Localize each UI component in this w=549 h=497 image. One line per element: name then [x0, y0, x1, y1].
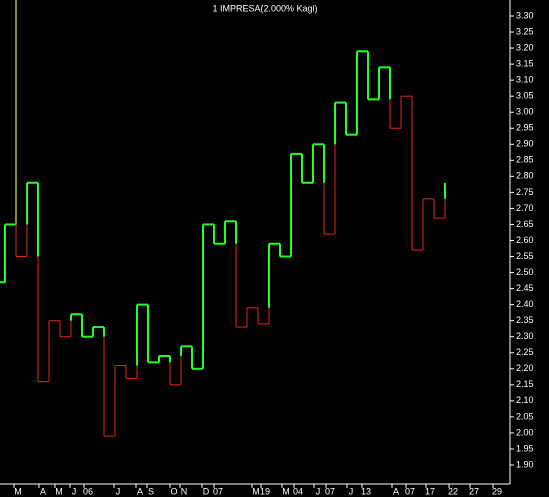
y-tick-label: 1.90 [516, 459, 534, 469]
y-tick-label: 2.35 [516, 315, 534, 325]
x-tick-label: J [116, 486, 121, 496]
x-tick-label: 06 [83, 486, 93, 496]
y-tick-label: 3.15 [516, 58, 534, 68]
x-tick-label: S [148, 486, 154, 496]
y-tick-label: 3.20 [516, 42, 534, 52]
x-tick-label: N [181, 486, 188, 496]
x-tick-label: D [203, 486, 210, 496]
y-tick-label: 2.70 [516, 203, 534, 213]
x-tick-label: 27 [469, 486, 479, 496]
x-tick-label: 29 [492, 486, 502, 496]
y-tick-label: 3.10 [516, 75, 534, 85]
y-tick-label: 3.25 [516, 26, 534, 36]
x-tick-label: M [282, 486, 290, 496]
x-tick-label: O [170, 486, 177, 496]
x-tick-label: 17 [425, 486, 435, 496]
y-tick-label: 2.55 [516, 251, 534, 261]
y-tick-label: 2.20 [516, 363, 534, 373]
y-tick-label: 2.95 [516, 123, 534, 133]
x-tick-label: J [349, 486, 354, 496]
x-tick-label: A [393, 486, 399, 496]
y-tick-label: 3.05 [516, 91, 534, 101]
x-tick-label: M [252, 486, 260, 496]
y-tick-label: 3.00 [516, 107, 534, 117]
x-tick-label: 19 [260, 486, 270, 496]
y-tick-label: 2.15 [516, 379, 534, 389]
x-tick-label: A [137, 486, 143, 496]
x-tick-label: M [55, 486, 63, 496]
y-tick-label: 2.75 [516, 187, 534, 197]
x-tick-label: 13 [361, 486, 371, 496]
x-tick-label: M [14, 486, 22, 496]
x-tick-label: 07 [405, 486, 415, 496]
y-tick-label: 2.40 [516, 299, 534, 309]
y-tick-label: 2.00 [516, 427, 534, 437]
y-tick-label: 2.80 [516, 171, 534, 181]
y-tick-label: 2.30 [516, 331, 534, 341]
y-tick-label: 2.85 [516, 155, 534, 165]
x-tick-label: J [72, 486, 77, 496]
x-tick-label: J [316, 486, 321, 496]
y-tick-label: 2.10 [516, 395, 534, 405]
y-tick-label: 2.60 [516, 235, 534, 245]
chart-title: 1 IMPRESA(2.000% Kagi) [212, 3, 317, 13]
x-tick-label: 07 [213, 486, 223, 496]
y-tick-label: 1.95 [516, 443, 534, 453]
y-tick-label: 2.05 [516, 411, 534, 421]
y-tick-label: 2.65 [516, 219, 534, 229]
x-tick-label: 22 [448, 486, 458, 496]
x-tick-label: 04 [293, 486, 303, 496]
y-tick-label: 2.50 [516, 267, 534, 277]
x-tick-label: 07 [325, 486, 335, 496]
y-tick-label: 3.30 [516, 10, 534, 20]
y-tick-label: 2.25 [516, 347, 534, 357]
y-tick-label: 2.90 [516, 139, 534, 149]
x-tick-label: A [40, 486, 46, 496]
y-tick-label: 2.45 [516, 283, 534, 293]
